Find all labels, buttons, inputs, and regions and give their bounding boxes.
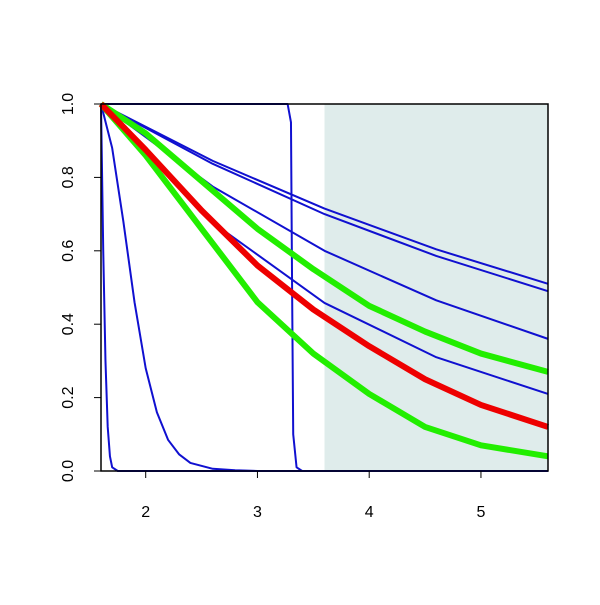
series-line [100,103,549,293]
series-line [99,101,549,375]
x-tick-label: 2 [141,504,150,521]
y-tick-label: 0.6 [60,240,77,262]
y-tick-label: 0.0 [60,460,77,482]
x-tick-label: 4 [365,504,374,521]
shaded-region [324,104,548,471]
x-tick-label: 5 [476,504,485,521]
x-tick-label: 3 [253,504,262,521]
y-tick-label: 1.0 [60,93,77,115]
y-tick-label: 0.8 [60,166,77,188]
series-line [98,101,549,430]
y-tick-label: 0.4 [60,313,77,335]
series-line [100,103,549,285]
y-tick-label: 0.2 [60,386,77,408]
series-line [98,102,549,460]
plot-frame [100,103,549,472]
